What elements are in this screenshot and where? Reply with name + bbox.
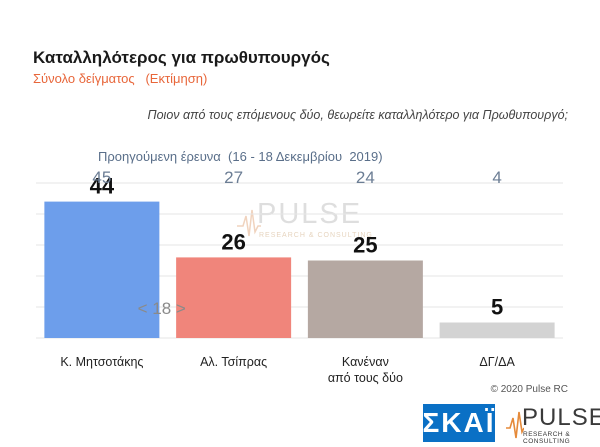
category-tick-label: Κ. Μητσοτάκης [60, 355, 143, 369]
survey-question: Ποιον από τους επόμενους δύο, θεωρείτε κ… [147, 108, 568, 122]
previous-value-label: 45 [92, 168, 111, 187]
copyright-text: © 2020 Pulse RC [490, 384, 568, 395]
pulse-logo-subtext: RESEARCH & CONSULTING [523, 431, 571, 445]
chart-subtitle: Σύνολο δείγματος (Εκτίμηση) [33, 71, 208, 86]
pulse-wave-icon [237, 209, 261, 237]
previous-value-label: 4 [492, 168, 501, 187]
bar-value-label: 5 [491, 295, 503, 320]
pulse-logo-wave-icon [506, 411, 524, 439]
pulse-logo-text: PULSE [522, 404, 600, 431]
bar-value-label: 26 [221, 229, 245, 254]
skai-logo: ΣΚΑΪ [422, 404, 495, 442]
difference-annotation: < 18 > [138, 299, 186, 318]
previous-value-label: 27 [224, 168, 243, 187]
bar [439, 322, 555, 338]
previous-value-label: 24 [356, 168, 375, 187]
bar-value-label: 44 [90, 174, 115, 199]
previous-survey-label: Προηγούμενη έρευνα (16 - 18 Δεκεμβρίου 2… [98, 149, 383, 164]
pulse-logo: PULSE RESEARCH & CONSULTING [506, 404, 600, 445]
chart-title: Καταλληλότερος για πρωθυπουργός [33, 48, 330, 67]
watermark-subtext: RESEARCH & CONSULTING [259, 232, 373, 239]
bar [176, 257, 292, 338]
bar [44, 201, 160, 338]
category-tick-label: από τους δύο [328, 371, 403, 385]
bar-value-label: 25 [353, 233, 377, 258]
category-tick-label: Κανέναν [342, 355, 389, 369]
bar [307, 260, 423, 338]
category-tick-label: ΔΓ/ΔΑ [479, 355, 515, 369]
category-tick-label: Αλ. Τσίπρας [200, 355, 267, 369]
